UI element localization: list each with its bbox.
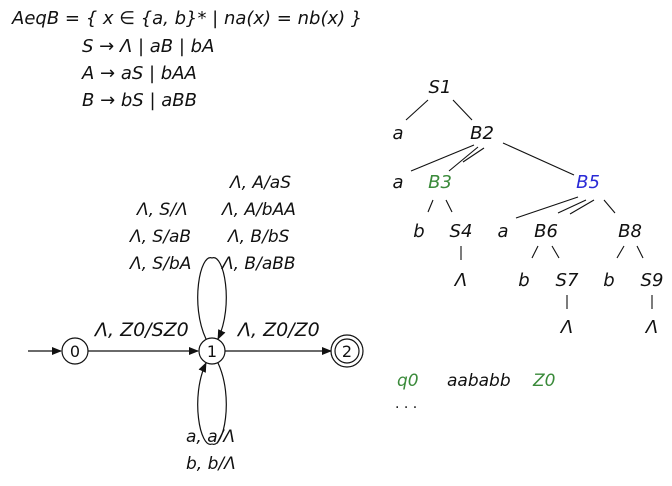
grammar-rule-a: A → aS | bAA (81, 63, 197, 84)
loop-rule: Λ, A/bAA (220, 200, 296, 220)
trace-state: q0 (397, 371, 419, 391)
state-1-label: 1 (207, 342, 217, 361)
tree-node: a (392, 172, 403, 193)
tree-node: a (497, 221, 508, 242)
tree-node: b (518, 270, 529, 291)
tree-edges (405, 99, 653, 309)
tree-node: B6 (534, 221, 558, 242)
loop-bottom-rule: b, b/Λ (186, 454, 236, 474)
tree-node: S4 (450, 221, 473, 242)
tree-node: Λ (644, 317, 658, 338)
grammar-rule-b: B → bS | aBB (82, 90, 197, 111)
tree-node: b (603, 270, 614, 291)
loop-rule: Λ, S/aB (128, 227, 191, 247)
loop-top-rules: Λ, A/aS Λ, S/Λ Λ, A/bAA Λ, S/aB Λ, B/bS … (128, 173, 296, 274)
tree-node: Λ (559, 317, 573, 338)
grammar-rule-s: S → Λ | aB | bA (82, 36, 214, 57)
state-2-inner (334, 338, 360, 364)
loop-rule: Λ, S/Λ (135, 200, 188, 220)
loop-rule: Λ, A/aS (228, 173, 291, 193)
tree-node: B3 (428, 172, 452, 193)
tree-node: S9 (641, 270, 664, 291)
trace-ellipsis: · · · (395, 400, 417, 416)
trace-input: aababb (447, 371, 511, 391)
loop-rule: Λ, B/aBB (220, 254, 296, 274)
tree-node: S1 (429, 77, 452, 98)
state-2-outer (330, 334, 364, 368)
derivation-tree: S1 a B2 a B3 B5 b S4 a B6 B8 Λ b S7 b S9… (392, 77, 663, 338)
state-2-label: 2 (342, 342, 352, 361)
language-definition: AeqB = { x ∈ {a, b}* | na(x) = nb(x) } (11, 8, 362, 29)
loop-top (197, 257, 227, 340)
tree-node: B2 (470, 123, 494, 144)
tree-node: B5 (576, 172, 600, 193)
transition-1-2-label: Λ, Z0/Z0 (236, 319, 320, 341)
state-0-label: 0 (70, 342, 80, 361)
tree-node: b (413, 221, 424, 242)
loop-rule: Λ, B/bS (226, 227, 290, 247)
tree-node: Λ (453, 270, 467, 291)
loop-bottom-rule: a, a/Λ (186, 427, 235, 447)
transition-0-1-label: Λ, Z0/SZ0 (93, 319, 189, 341)
loop-bottom (197, 362, 227, 445)
tree-node: a (392, 123, 403, 144)
loop-rule: Λ, S/bA (128, 254, 191, 274)
tree-node: B8 (618, 221, 642, 242)
trace-stack: Z0 (532, 371, 555, 391)
tree-node: S7 (556, 270, 579, 291)
